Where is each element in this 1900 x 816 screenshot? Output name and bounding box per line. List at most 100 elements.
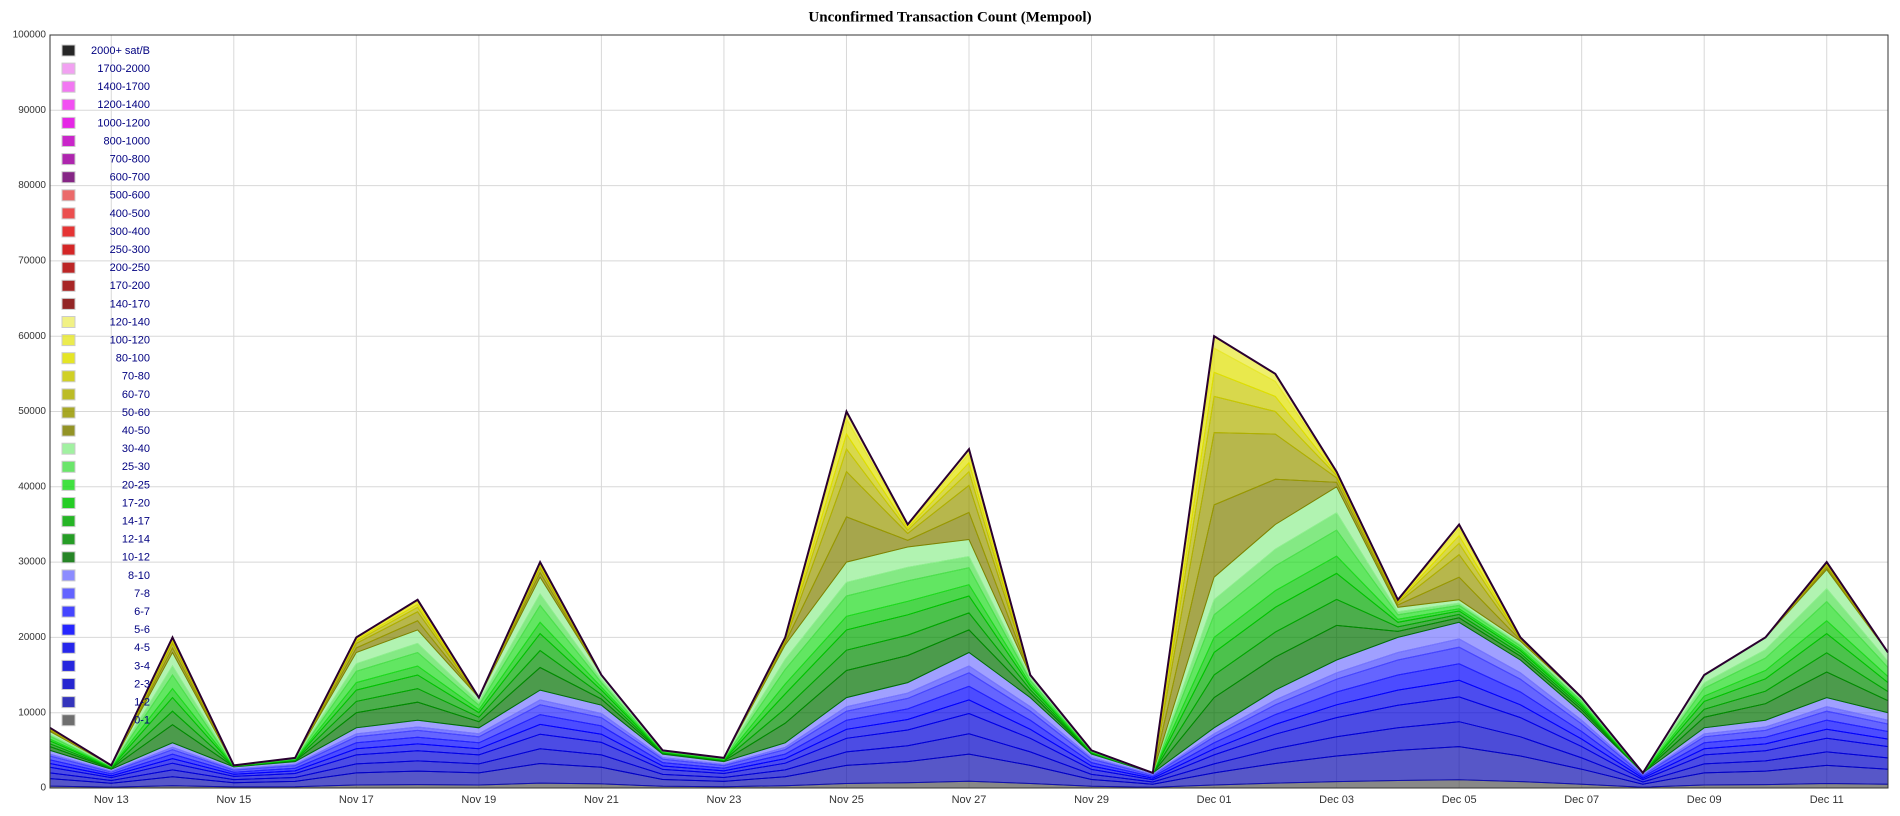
legend-label: 5-6 [134, 624, 150, 636]
y-tick-label: 90000 [18, 105, 46, 116]
legend-swatch [61, 460, 76, 473]
legend-swatch [61, 388, 76, 401]
legend-label: 60-70 [122, 389, 150, 401]
legend-swatch [61, 605, 76, 618]
legend-label: 10-12 [122, 552, 150, 564]
legend-swatch [61, 135, 76, 147]
legend-swatch [61, 714, 76, 727]
legend-swatch [61, 478, 76, 491]
legend-label: 20-25 [122, 479, 150, 491]
legend-label: 17-20 [122, 497, 150, 509]
legend-swatch [61, 659, 76, 672]
legend-swatch [61, 297, 76, 310]
legend-swatch [61, 533, 76, 546]
legend-label: 7-8 [134, 588, 150, 600]
y-tick-label: 60000 [18, 331, 46, 342]
chart-title: Unconfirmed Transaction Count (Mempool) [808, 9, 1091, 25]
legend-label: 12-14 [122, 534, 150, 546]
legend-label: 100-120 [110, 335, 150, 347]
y-tick-label: 20000 [18, 632, 46, 643]
legend-label: 800-1000 [104, 135, 151, 147]
legend-label: 14-17 [122, 516, 150, 528]
legend-swatch [61, 261, 76, 274]
legend-label: 4-5 [134, 642, 150, 654]
legend-label: 500-600 [110, 190, 150, 202]
x-tick-label: Dec 05 [1442, 794, 1477, 806]
legend-swatch [61, 153, 76, 166]
x-tick-label: Nov 23 [707, 794, 742, 806]
x-tick-label: Dec 03 [1319, 794, 1354, 806]
legend-label: 1200-1400 [97, 99, 150, 111]
legend-label: 120-140 [110, 316, 150, 328]
legend-label: 3-4 [134, 660, 150, 672]
y-tick-label: 100000 [13, 30, 47, 41]
legend-label: 1000-1200 [97, 117, 150, 129]
x-tick-label: Dec 07 [1564, 794, 1599, 806]
legend-swatch [61, 370, 76, 383]
x-tick-label: Dec 11 [1810, 794, 1844, 806]
legend-swatch [61, 678, 76, 690]
legend-swatch [61, 497, 76, 509]
legend-label: 1700-2000 [97, 63, 150, 75]
legend: 2000+ sat/B 1700-2000 1400-1700 1200-1400 10… [61, 44, 151, 727]
legend-label: 170-200 [110, 280, 150, 292]
legend-label: 0-1 [134, 715, 150, 727]
y-tick-label: 30000 [18, 557, 46, 568]
legend-swatch [61, 116, 76, 129]
legend-swatch [61, 171, 76, 184]
y-tick-label: 0 [40, 783, 46, 794]
legend-swatch [61, 424, 76, 437]
x-tick-label: Nov 19 [461, 794, 496, 806]
legend-swatch [61, 279, 76, 292]
legend-label: 50-60 [122, 407, 150, 419]
legend-label: 70-80 [122, 371, 150, 383]
y-tick-label: 80000 [18, 180, 46, 191]
legend-swatch [61, 623, 76, 636]
plot-frame [49, 34, 1889, 789]
legend-label: 1400-1700 [97, 81, 150, 93]
legend-swatch [61, 352, 76, 365]
x-tick-label: Nov 29 [1074, 794, 1109, 806]
legend-label: 1-2 [134, 697, 150, 709]
legend-swatch [61, 225, 76, 238]
legend-label: 2000+ sat/B [91, 45, 150, 57]
legend-label: 8-10 [128, 570, 150, 582]
x-tick-label: Nov 21 [584, 794, 619, 806]
legend-label: 300-400 [110, 226, 150, 238]
legend-label: 80-100 [116, 353, 150, 365]
y-tick-label: 40000 [18, 481, 46, 492]
legend-swatch [61, 316, 76, 328]
legend-swatch [61, 641, 76, 654]
legend-swatch [61, 44, 76, 57]
y-tick-label: 70000 [18, 256, 46, 267]
legend-label: 6-7 [134, 606, 150, 618]
y-tick-label: 10000 [18, 707, 46, 718]
legend-label: 700-800 [110, 154, 150, 166]
x-tick-label: Nov 17 [339, 794, 374, 806]
legend-label: 250-300 [110, 244, 150, 256]
y-tick-label: 50000 [18, 406, 46, 417]
legend-label: 140-170 [110, 298, 150, 310]
legend-label: 600-700 [110, 172, 150, 184]
legend-swatch [61, 243, 76, 256]
legend-swatch [61, 334, 76, 347]
legend-swatch [61, 207, 76, 220]
legend-swatch [61, 515, 76, 528]
x-tick-label: Nov 15 [216, 794, 251, 806]
legend-swatch [61, 80, 76, 93]
legend-label: 400-500 [110, 208, 150, 220]
legend-label: 30-40 [122, 443, 150, 455]
x-tick-label: Nov 25 [829, 794, 864, 806]
legend-swatch [61, 442, 76, 455]
legend-label: 40-50 [122, 425, 150, 437]
legend-swatch [61, 696, 76, 709]
x-tick-label: Nov 13 [94, 794, 129, 806]
x-tick-label: Dec 01 [1197, 794, 1232, 806]
x-tick-label: Nov 27 [952, 794, 987, 806]
legend-swatch [61, 189, 76, 202]
legend-swatch [61, 62, 76, 75]
x-tick-label: Dec 09 [1687, 794, 1722, 806]
legend-label: 2-3 [134, 678, 150, 690]
legend-swatch [61, 406, 76, 419]
